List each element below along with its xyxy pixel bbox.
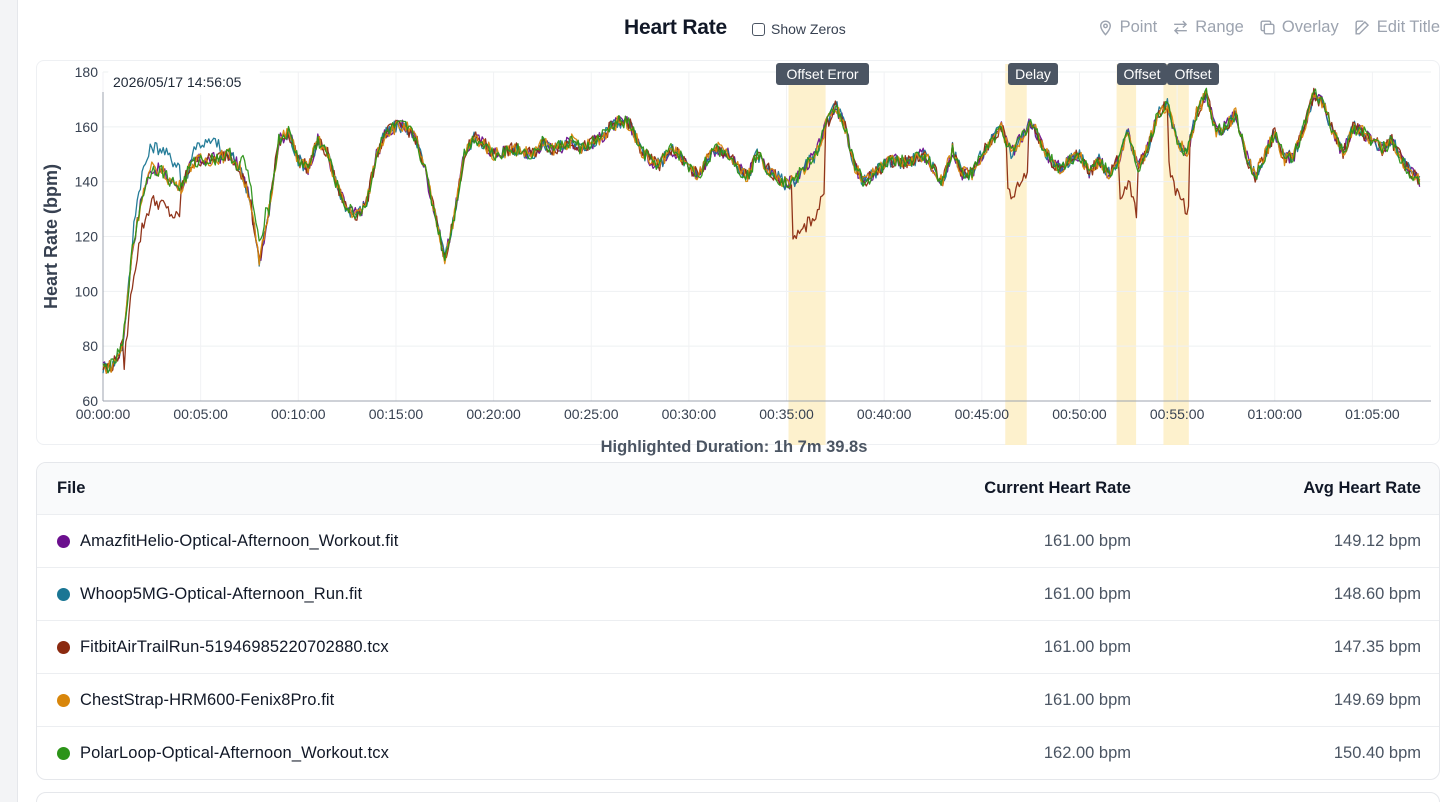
edit-icon — [1355, 20, 1369, 35]
file-cell: PolarLoop-Optical-Afternoon_Workout.tcx — [37, 744, 859, 763]
avg-heart-rate: 148.60 bpm — [1333, 584, 1421, 603]
file-cell: FitbitAirTrailRun-51946985220702880.tcx — [37, 638, 859, 657]
current-heart-rate: 162.00 bpm — [1043, 744, 1131, 762]
highlight-band[interactable] — [1005, 64, 1027, 445]
highlight-label-badge[interactable] — [776, 63, 869, 85]
series-color-dot — [57, 640, 70, 654]
edit-title-button-label: Edit Title — [1376, 18, 1440, 36]
x-tick-label: 00:05:00 — [173, 406, 228, 422]
chart-title: Heart Rate — [624, 16, 728, 39]
x-tick-label: 00:15:00 — [369, 406, 424, 422]
table-header: File Current Heart Rate Avg Heart Rate — [37, 463, 1439, 515]
y-tick-label: 80 — [82, 338, 98, 354]
show-zeros-toggle[interactable]: Show Zeros — [752, 21, 846, 37]
file-name: PolarLoop-Optical-Afternoon_Workout.tcx — [80, 744, 389, 762]
file-name: FitbitAirTrailRun-51946985220702880.tcx — [80, 637, 389, 656]
file-name: ChestStrap-HRM600-Fenix8Pro.fit — [80, 690, 335, 709]
series-color-dot — [57, 693, 70, 707]
timestamp-label: 2026/05/17 14:56:05 — [113, 74, 242, 90]
copy-icon — [1260, 20, 1275, 35]
page: Heart Rate Show Zeros Point Range — [18, 0, 1440, 802]
series-color-dot — [57, 534, 70, 548]
table-row[interactable]: FitbitAirTrailRun-51946985220702880.tcx 1… — [37, 621, 1439, 674]
overlay-button-label: Overlay — [1281, 18, 1339, 36]
current-heart-rate: 161.00 bpm — [1043, 531, 1131, 550]
range-button[interactable]: Range — [1171, 18, 1244, 37]
next-card — [36, 792, 1440, 802]
y-tick-label: 100 — [75, 283, 99, 299]
file-name: Whoop5MG-Optical-Afternoon_Run.fit — [80, 584, 363, 603]
highlight-band[interactable] — [788, 64, 826, 445]
map-pin-icon — [1099, 20, 1111, 36]
col-file-header: File — [57, 479, 86, 497]
avg-heart-rate: 150.40 bpm — [1333, 744, 1421, 762]
y-tick-label: 60 — [82, 393, 98, 409]
x-tick-label: 00:20:00 — [466, 406, 521, 422]
series-line[interactable] — [102, 87, 1421, 374]
current-heart-rate: 161.00 bpm — [1043, 690, 1131, 709]
x-tick-label: 00:10:00 — [271, 406, 326, 422]
x-tick-label: 01:05:00 — [1345, 406, 1400, 422]
avg-heart-rate: 149.12 bpm — [1333, 531, 1421, 550]
edit-title-button[interactable]: Edit Title — [1353, 18, 1440, 37]
chart-toolbar: Point Range Overlay Edit Title — [1096, 18, 1440, 37]
timestamp-box — [108, 70, 260, 95]
file-cell: ChestStrap-HRM600-Fenix8Pro.fit — [37, 691, 859, 710]
x-tick-label: 00:40:00 — [857, 406, 912, 422]
current-heart-rate: 161.00 bpm — [1043, 584, 1131, 603]
series-color-dot — [57, 747, 70, 760]
table-row[interactable]: Whoop5MG-Optical-Afternoon_Run.fit 161.00… — [37, 568, 1439, 621]
highlight-label: Offset — [1174, 66, 1211, 82]
x-tick-label: 00:55:00 — [1150, 406, 1205, 422]
y-axis-label: Heart Rate (bpm) — [41, 164, 61, 309]
file-cell: AmazfitHelio-Optical-Afternoon_Workout.f… — [37, 532, 859, 551]
point-button-label: Point — [1119, 18, 1158, 36]
x-tick-label: 00:25:00 — [564, 406, 619, 422]
series-color-dot — [57, 587, 70, 601]
x-tick-label: 00:45:00 — [955, 406, 1010, 422]
file-cell: Whoop5MG-Optical-Afternoon_Run.fit — [37, 585, 859, 604]
range-button-label: Range — [1195, 18, 1244, 36]
highlight-label: Offset Error — [786, 66, 858, 82]
series-line[interactable] — [102, 93, 1421, 374]
highlight-label-badge[interactable] — [1008, 63, 1058, 85]
chart-header: Heart Rate Show Zeros Point Range — [18, 0, 1440, 60]
table-body: AmazfitHelio-Optical-Afternoon_Workout.f… — [37, 515, 1439, 779]
x-tick-label: 01:00:00 — [1248, 406, 1303, 422]
show-zeros-checkbox[interactable] — [752, 22, 765, 36]
x-tick-label: 00:30:00 — [662, 406, 717, 422]
chart-card — [36, 60, 1440, 445]
table-row[interactable]: AmazfitHelio-Optical-Afternoon_Workout.f… — [37, 515, 1439, 568]
files-table: File Current Heart Rate Avg Heart Rate A… — [36, 462, 1440, 780]
point-button[interactable]: Point — [1096, 18, 1158, 37]
y-tick-label: 160 — [75, 119, 99, 135]
left-rail — [0, 0, 18, 802]
table-row[interactable]: PolarLoop-Optical-Afternoon_Workout.tcx 1… — [37, 727, 1439, 779]
y-tick-label: 180 — [75, 64, 99, 80]
avg-heart-rate: 147.35 bpm — [1333, 637, 1421, 656]
x-tick-label: 00:35:00 — [759, 406, 814, 422]
highlight-label: Offset — [1123, 66, 1160, 82]
table-row[interactable]: ChestStrap-HRM600-Fenix8Pro.fit 161.00 bp… — [37, 674, 1439, 727]
overlay-button[interactable]: Overlay — [1258, 18, 1339, 37]
x-tick-label: 00:00:00 — [76, 406, 131, 422]
highlight-label: Delay — [1015, 66, 1051, 82]
current-heart-rate: 161.00 bpm — [1043, 637, 1131, 656]
y-tick-label: 140 — [75, 174, 99, 190]
col-current-header: Current Heart Rate — [984, 479, 1131, 497]
highlighted-duration: Highlighted Duration: 1h 7m 39.8s — [600, 438, 868, 456]
x-tick-label: 00:50:00 — [1052, 406, 1107, 422]
avg-heart-rate: 149.69 bpm — [1333, 690, 1421, 709]
highlight-label-badge[interactable] — [1167, 63, 1219, 85]
y-tick-label: 120 — [75, 229, 99, 245]
file-name: AmazfitHelio-Optical-Afternoon_Workout.f… — [80, 531, 399, 550]
col-avg-header: Avg Heart Rate — [1303, 479, 1421, 497]
arrows-exchange-icon — [1174, 20, 1188, 35]
show-zeros-label: Show Zeros — [771, 21, 846, 37]
highlight-band[interactable] — [1116, 64, 1137, 445]
highlight-label-badge[interactable] — [1117, 63, 1167, 85]
heart-rate-chart[interactable]: 60 80 100 120 140 160 180 00:00:00 00:05:00 00:10… — [18, 0, 1440, 445]
